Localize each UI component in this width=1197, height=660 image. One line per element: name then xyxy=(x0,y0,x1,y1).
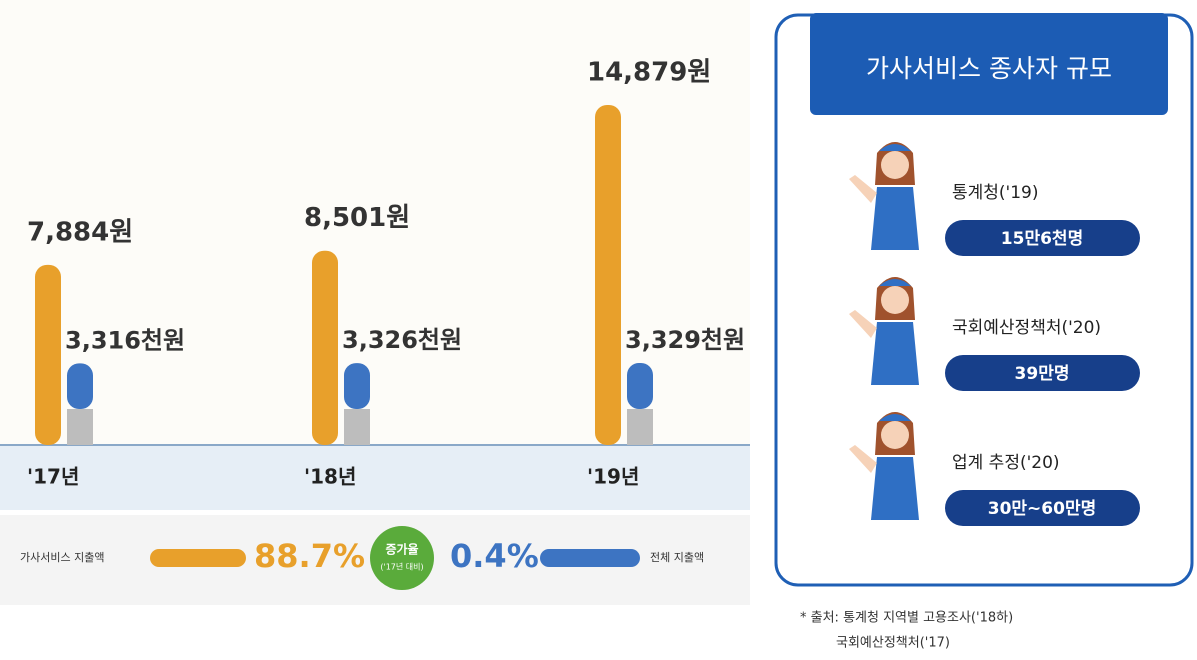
dress xyxy=(871,322,919,385)
bar-base xyxy=(344,409,370,445)
dress xyxy=(871,187,919,250)
face xyxy=(881,286,909,314)
growth-rate: 88.7% xyxy=(254,537,365,575)
source-label: 업계 추정('20) xyxy=(952,453,1060,473)
value-label: 3,326천원 xyxy=(342,326,462,354)
footnote: 국회예산정책처('17) xyxy=(836,636,950,651)
value-label: 7,884원 xyxy=(27,217,133,247)
badge-note: ('17년 대비) xyxy=(380,562,423,572)
source-label: 통계청('19) xyxy=(952,183,1039,203)
bar xyxy=(67,363,93,409)
source-label: 국회예산정책처('20) xyxy=(952,318,1101,338)
x-tick-label: '19년 xyxy=(587,465,639,489)
footnote: * 출처: 통계청 지역별 고용조사('18하) xyxy=(800,611,1013,626)
legend-label: 가사서비스 지출액 xyxy=(20,551,104,564)
bar xyxy=(595,105,621,445)
value-label: 14,879원 xyxy=(587,58,711,88)
value-text: 30만~60만명 xyxy=(988,499,1096,519)
bar xyxy=(312,251,338,445)
value-label: 3,329천원 xyxy=(625,326,745,354)
growth-rate: 0.4% xyxy=(450,537,539,575)
value-label: 8,501원 xyxy=(304,203,410,233)
bar xyxy=(35,265,61,445)
legend-swatch xyxy=(150,549,246,567)
x-tick-label: '17년 xyxy=(27,465,79,489)
bar-base xyxy=(627,409,653,445)
x-tick-label: '18년 xyxy=(304,465,356,489)
value-text: 15만6천명 xyxy=(1001,229,1083,249)
bar-base xyxy=(67,409,93,445)
face xyxy=(881,421,909,449)
face xyxy=(881,151,909,179)
bar xyxy=(627,363,653,409)
growth-badge xyxy=(370,526,434,590)
panel-title: 가사서비스 종사자 규모 xyxy=(866,54,1112,83)
value-label: 3,316천원 xyxy=(65,326,185,354)
legend-swatch xyxy=(540,549,640,567)
value-text: 39만명 xyxy=(1015,364,1070,384)
bar xyxy=(344,363,370,409)
badge-label: 증가율 xyxy=(385,542,418,557)
infographic: 가사서비스 종사자 규모 * 출처: 통계청 지역별 고용조사('18하) 국회… xyxy=(0,0,1197,660)
dress xyxy=(871,457,919,520)
legend-label: 전체 지출액 xyxy=(650,551,704,564)
